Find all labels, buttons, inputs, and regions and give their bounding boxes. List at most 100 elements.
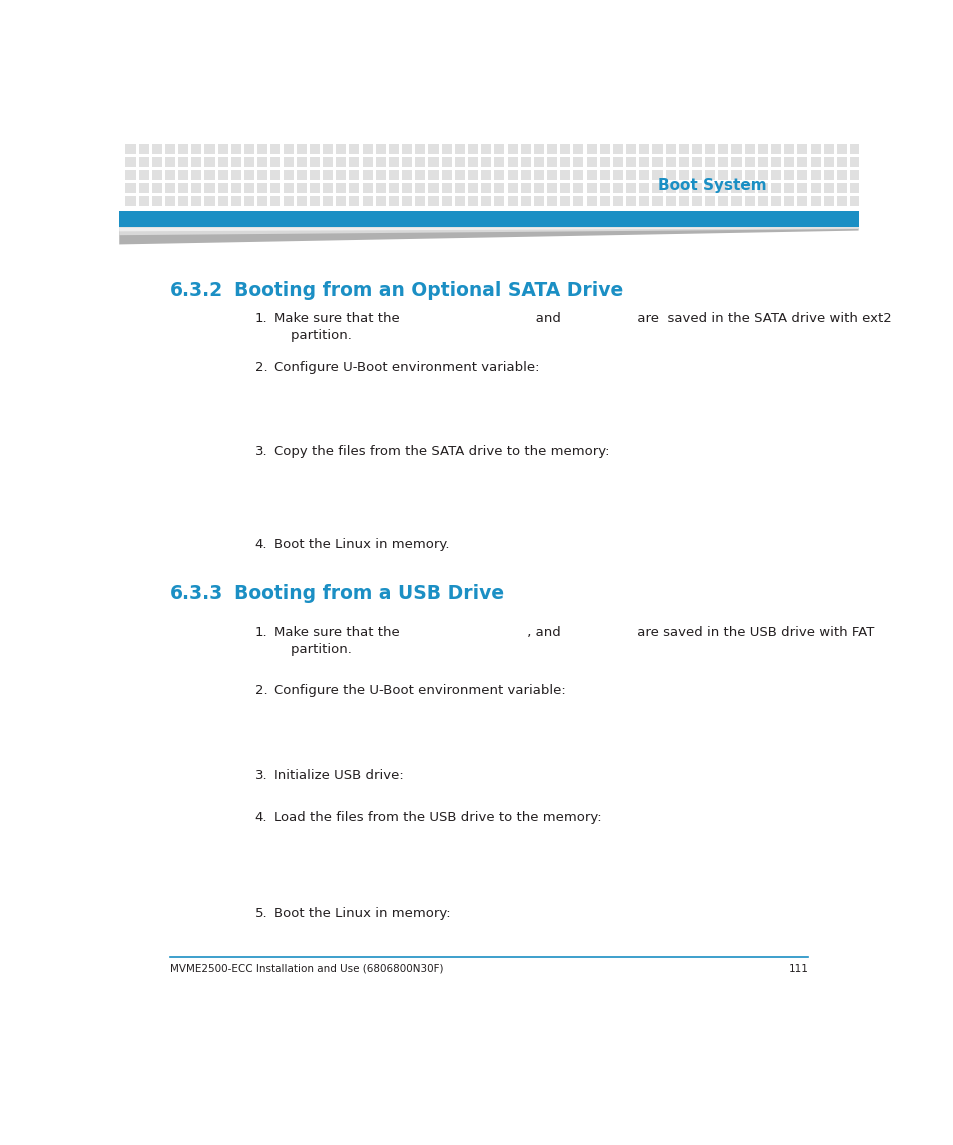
Bar [639, 183, 649, 192]
Bar [612, 169, 622, 180]
Text: 2.: 2. [254, 684, 267, 697]
Bar [731, 143, 740, 153]
Bar [691, 183, 701, 192]
Bar [494, 157, 504, 167]
Bar [810, 183, 820, 192]
Text: 2.: 2. [254, 361, 267, 373]
Bar [915, 143, 925, 153]
Bar [639, 169, 649, 180]
Bar [704, 196, 715, 206]
Bar [822, 196, 833, 206]
Bar [652, 143, 661, 153]
Bar [679, 183, 688, 192]
Text: 6.3.2: 6.3.2 [170, 282, 222, 300]
Bar [152, 196, 162, 206]
Text: Boot System: Boot System [657, 177, 765, 192]
Bar [520, 143, 530, 153]
Bar [836, 196, 846, 206]
Bar [770, 183, 781, 192]
Text: 6.3.3: 6.3.3 [170, 584, 223, 603]
Bar [428, 183, 438, 192]
Bar [165, 169, 174, 180]
Bar [586, 169, 596, 180]
Bar [441, 196, 452, 206]
Bar [138, 196, 149, 206]
Bar [704, 169, 715, 180]
Bar [125, 196, 135, 206]
Bar [849, 196, 860, 206]
Bar [928, 196, 938, 206]
Bar [310, 157, 319, 167]
Bar [652, 196, 661, 206]
Bar [902, 143, 912, 153]
Bar [770, 196, 781, 206]
Bar [375, 157, 385, 167]
Bar [178, 157, 188, 167]
Bar [165, 143, 174, 153]
Bar [389, 143, 398, 153]
Bar [138, 143, 149, 153]
Bar [455, 169, 464, 180]
Bar [283, 169, 294, 180]
Bar [441, 157, 452, 167]
Bar [507, 183, 517, 192]
Bar [546, 169, 557, 180]
Bar [520, 183, 530, 192]
Bar [691, 169, 701, 180]
Bar [612, 157, 622, 167]
Bar [862, 143, 872, 153]
Bar [231, 183, 241, 192]
Bar [810, 143, 820, 153]
Bar [876, 143, 885, 153]
Bar [455, 183, 464, 192]
Bar [704, 157, 715, 167]
Bar [507, 196, 517, 206]
Bar [770, 157, 781, 167]
Text: 1.: 1. [254, 626, 267, 639]
Text: Load the files from the USB drive to the memory:: Load the files from the USB drive to the… [274, 811, 601, 824]
Text: 3.: 3. [254, 768, 267, 782]
Bar [599, 196, 609, 206]
Bar [152, 157, 162, 167]
Bar [349, 143, 359, 153]
Bar [455, 157, 464, 167]
Bar [402, 183, 412, 192]
Bar [718, 157, 728, 167]
Bar [217, 183, 228, 192]
Bar [480, 169, 491, 180]
Bar [559, 196, 570, 206]
Bar [573, 183, 583, 192]
Bar [349, 183, 359, 192]
Bar [770, 143, 781, 153]
Bar [257, 157, 267, 167]
Bar [244, 196, 253, 206]
Bar [718, 196, 728, 206]
Bar [783, 157, 794, 167]
Bar [639, 143, 649, 153]
Bar [389, 183, 398, 192]
Bar [744, 169, 754, 180]
Text: Booting from a USB Drive: Booting from a USB Drive [233, 584, 503, 603]
Bar [270, 183, 280, 192]
Bar [217, 196, 228, 206]
Bar [217, 169, 228, 180]
Bar [652, 157, 661, 167]
Bar [902, 183, 912, 192]
Bar [915, 157, 925, 167]
Bar [323, 169, 333, 180]
Bar [888, 196, 899, 206]
Bar [652, 183, 661, 192]
Bar [612, 196, 622, 206]
Bar [836, 143, 846, 153]
Bar [783, 196, 794, 206]
Bar [323, 183, 333, 192]
Bar [323, 157, 333, 167]
Bar [362, 169, 373, 180]
Bar [349, 169, 359, 180]
Bar [428, 196, 438, 206]
Bar [888, 183, 899, 192]
Bar [296, 196, 307, 206]
Bar [152, 143, 162, 153]
Text: Booting from an Optional SATA Drive: Booting from an Optional SATA Drive [233, 282, 622, 300]
Bar [876, 169, 885, 180]
